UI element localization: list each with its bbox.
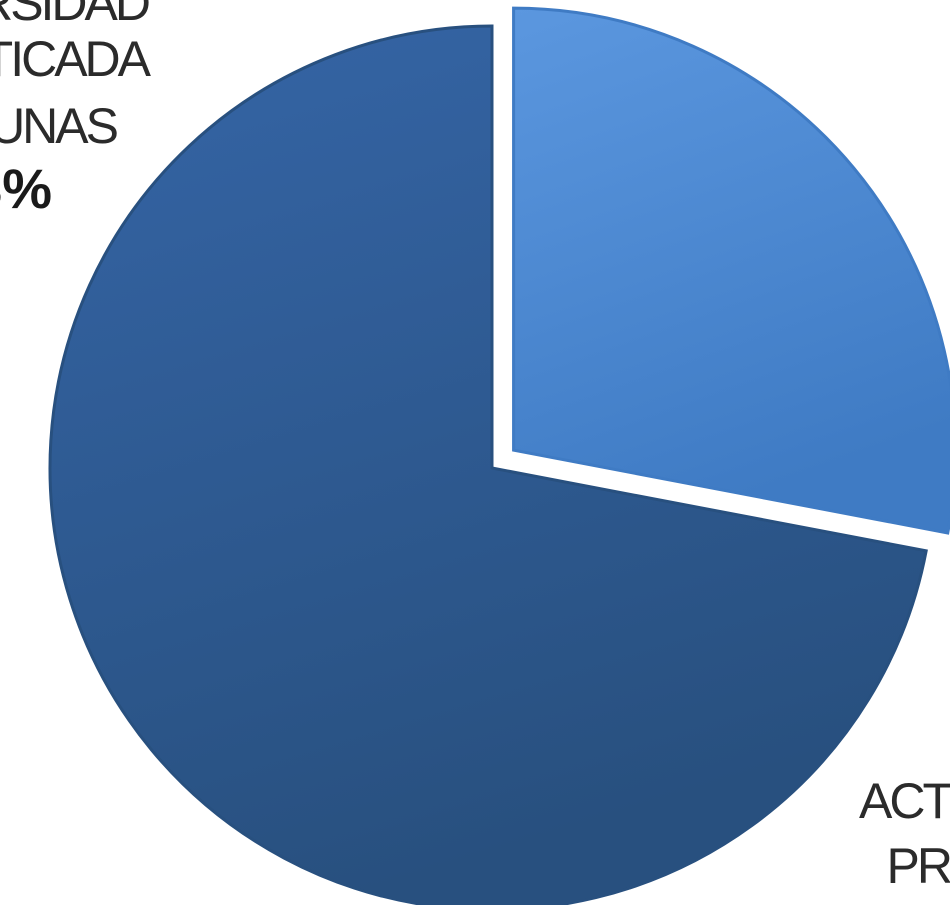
slice-label: ERSIDAD bbox=[0, 0, 149, 31]
slice-label: UNAS bbox=[0, 98, 118, 154]
slice-label: ACT bbox=[859, 773, 950, 829]
slice-label: 8% bbox=[0, 157, 52, 220]
pie-slice bbox=[512, 6, 950, 535]
slice-label: PR bbox=[887, 838, 950, 894]
pie-slice bbox=[48, 24, 928, 905]
slice-label: STICADA bbox=[0, 31, 152, 87]
